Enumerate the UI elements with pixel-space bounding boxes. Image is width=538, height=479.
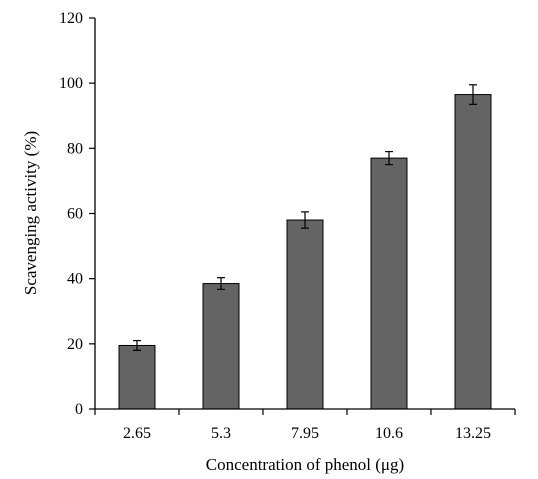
bar — [286, 219, 324, 410]
bar — [202, 283, 240, 410]
y-tick-label: 0 — [75, 401, 83, 418]
y-ticks-group: 0 20 40 60 80 100 120 — [59, 10, 95, 418]
bar — [118, 344, 156, 410]
y-tick-label: 80 — [67, 140, 83, 157]
y-tick-label: 120 — [59, 10, 83, 27]
x-ticks-group: 2.65 5.3 7.95 10.6 13.25 — [94, 409, 516, 442]
bar — [454, 94, 492, 410]
error-bars-group — [133, 84, 477, 351]
bar — [370, 157, 408, 410]
y-tick-label: 100 — [59, 75, 83, 92]
y-tick-label: 60 — [67, 206, 83, 223]
x-tick-label: 5.3 — [211, 425, 231, 442]
x-tick-label: 13.25 — [455, 425, 491, 442]
y-tick-label: 40 — [67, 271, 83, 288]
x-tick-label: 2.65 — [123, 425, 151, 442]
y-tick-label: 20 — [67, 336, 83, 353]
y-axis-title: Scavenging activity (%) — [21, 131, 40, 295]
x-tick-label: 7.95 — [291, 425, 319, 442]
x-axis-title: Concentration of phenol (μg) — [206, 455, 404, 474]
x-tick-label: 10.6 — [375, 425, 403, 442]
bars-group — [118, 94, 492, 410]
